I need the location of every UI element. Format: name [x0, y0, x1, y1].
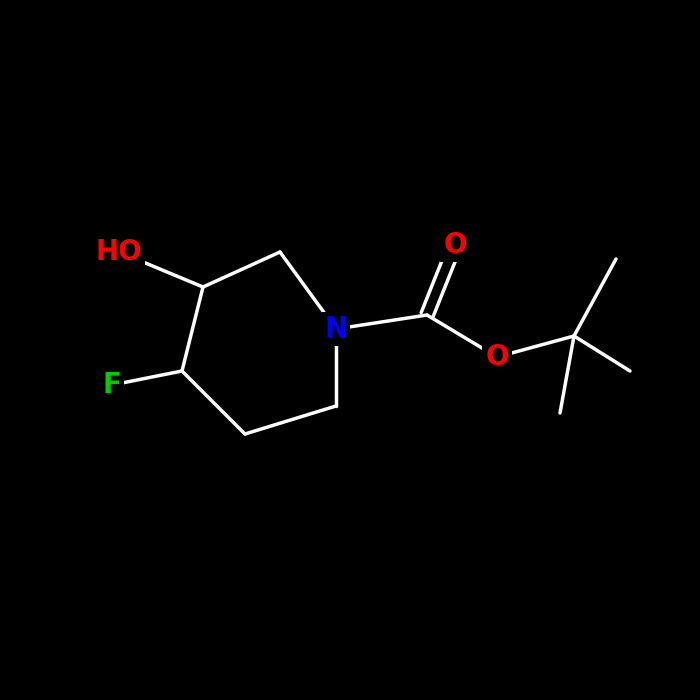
Text: N: N: [324, 315, 348, 343]
Text: O: O: [485, 343, 509, 371]
Text: HO: HO: [96, 238, 142, 266]
Text: O: O: [443, 231, 467, 259]
Text: F: F: [103, 371, 121, 399]
